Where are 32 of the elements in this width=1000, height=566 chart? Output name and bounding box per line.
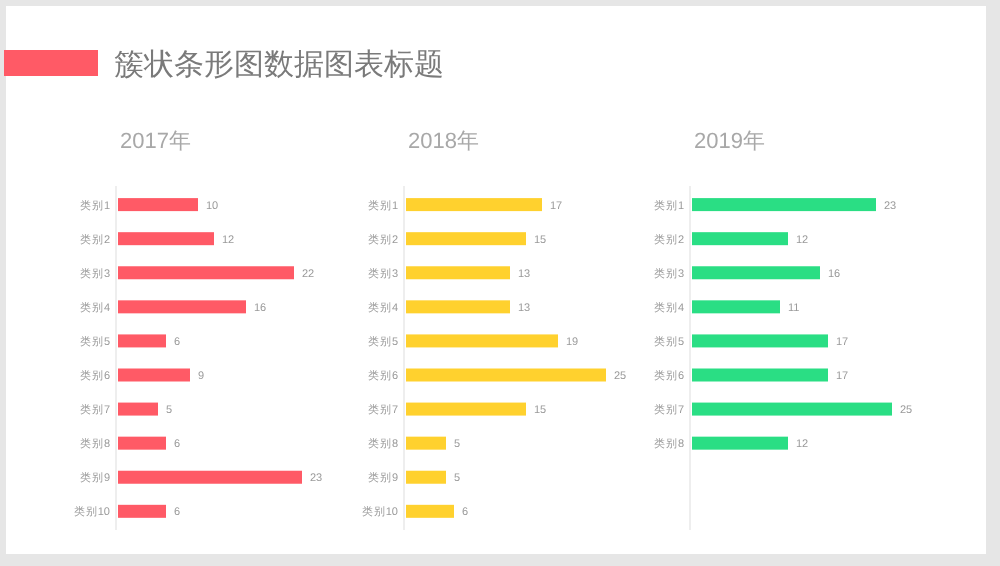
bar — [118, 232, 214, 246]
bar — [406, 266, 510, 280]
bar — [692, 232, 788, 246]
bar — [118, 368, 190, 382]
bar — [118, 334, 166, 348]
bar — [406, 334, 558, 348]
bar — [406, 436, 446, 450]
bar — [406, 368, 606, 382]
bar — [118, 402, 158, 416]
bar — [118, 266, 294, 280]
bar — [406, 198, 542, 212]
bar — [406, 504, 454, 518]
bar — [406, 232, 526, 246]
bar — [406, 300, 510, 314]
chart-subtitle: 2018年 — [408, 130, 479, 154]
bar — [406, 402, 526, 416]
bar — [692, 266, 820, 280]
bar — [118, 300, 246, 314]
bar — [692, 334, 828, 348]
chart-title: 簇状条形图数据图表标题 — [114, 48, 444, 82]
chart-subtitle: 2017年 — [120, 130, 191, 154]
bar — [118, 470, 302, 484]
bar — [118, 504, 166, 518]
bar — [406, 470, 446, 484]
chart-subtitle: 2019年 — [694, 130, 765, 154]
bar — [118, 198, 198, 212]
bar — [692, 436, 788, 450]
bar — [118, 436, 166, 450]
bar — [692, 402, 892, 416]
bar — [692, 198, 876, 212]
bar — [692, 368, 828, 382]
bar — [692, 300, 780, 314]
